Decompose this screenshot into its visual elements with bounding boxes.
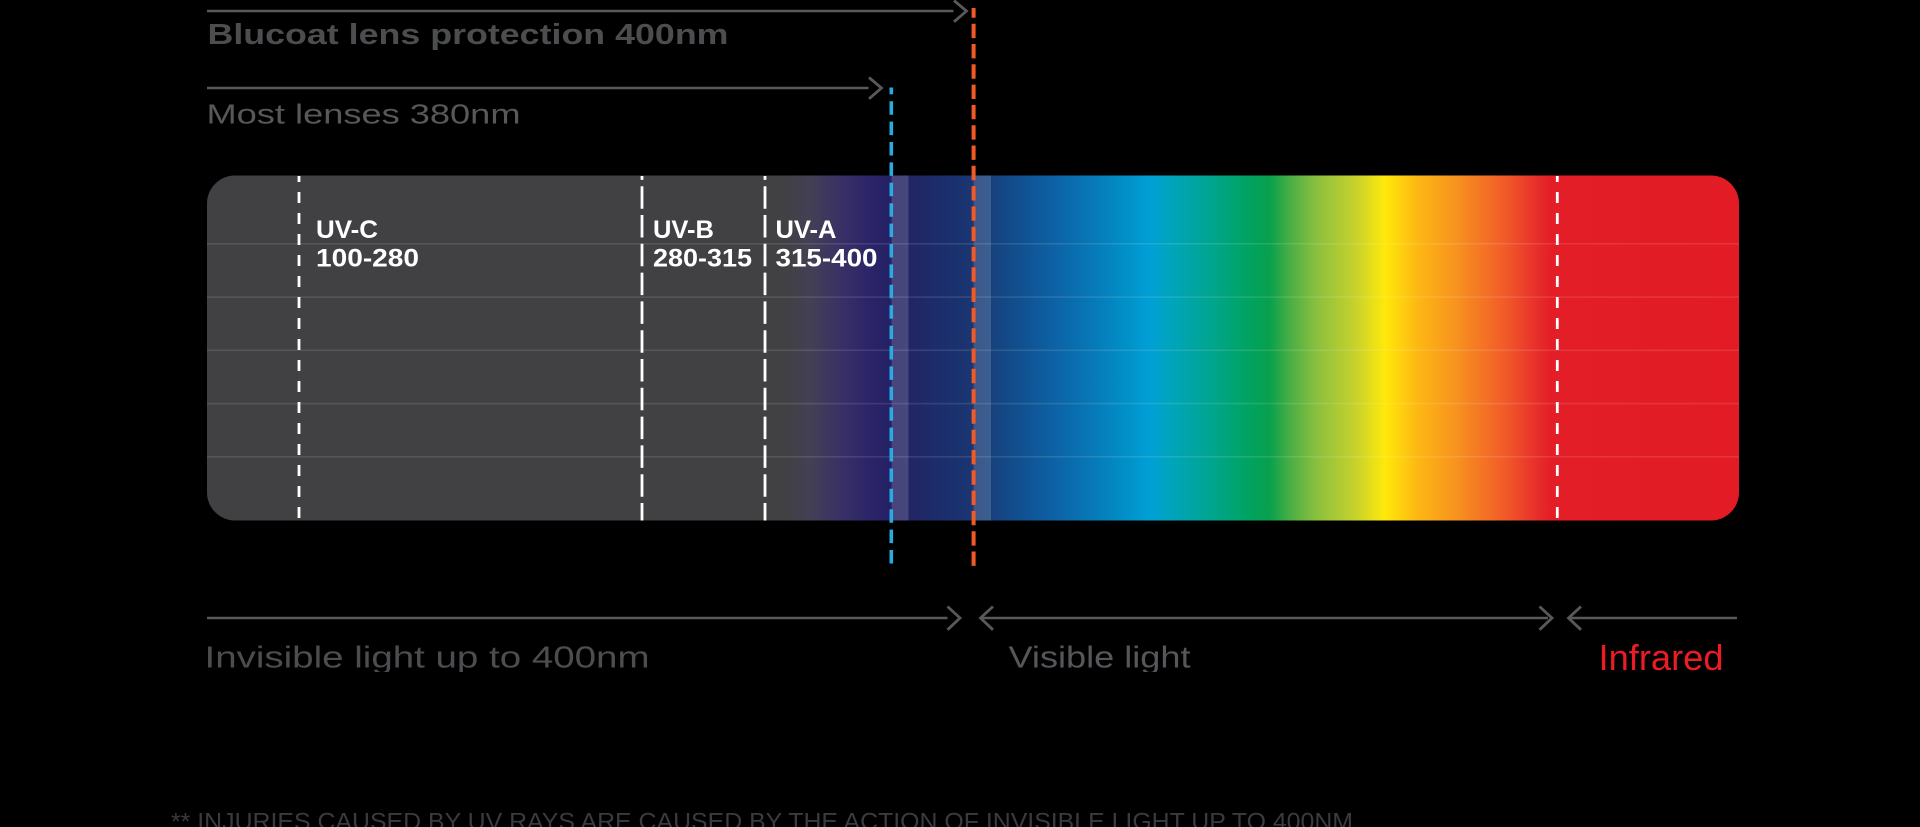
- svg-text:Most lenses 380nm: Most lenses 380nm: [207, 99, 521, 130]
- svg-text:Invisible light up to 400nm: Invisible light up to 400nm: [205, 640, 650, 675]
- svg-text:280-315: 280-315: [653, 245, 752, 273]
- svg-text:100-280: 100-280: [316, 245, 419, 273]
- svg-text:UV-C: UV-C: [316, 216, 378, 244]
- svg-text:** INJURIES CAUSED BY UV RAYS: ** INJURIES CAUSED BY UV RAYS ARE CAUSED…: [171, 808, 1353, 827]
- svg-text:Blucoat lens protection 400nm: Blucoat lens protection 400nm: [208, 19, 729, 51]
- svg-text:Visible light: Visible light: [1009, 640, 1191, 675]
- svg-text:UV-A: UV-A: [776, 216, 837, 244]
- svg-text:Infrared: Infrared: [1599, 637, 1724, 678]
- svg-text:315-400: 315-400: [776, 245, 878, 273]
- svg-text:UV-B: UV-B: [653, 216, 714, 244]
